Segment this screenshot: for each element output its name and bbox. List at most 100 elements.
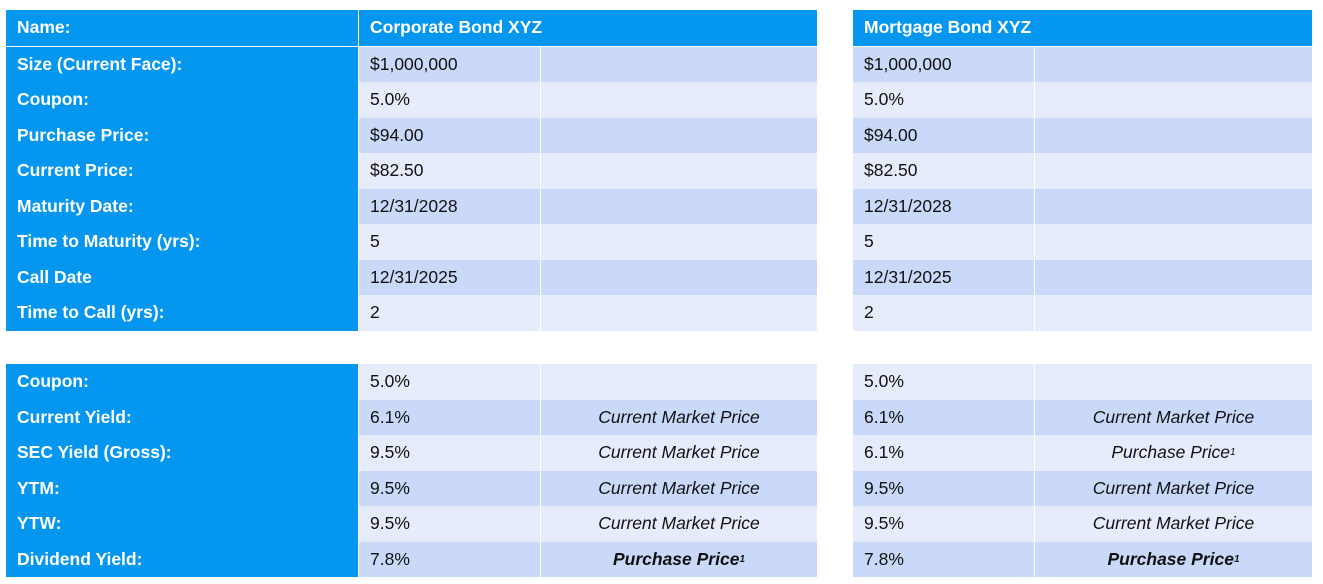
mortgage-empty-cell	[1035, 224, 1312, 260]
mortgage-details-table: Mortgage Bond XYZ $1,000,000 5.0% $94.00…	[853, 10, 1312, 331]
table-row: Size (Current Face): $1,000,000	[6, 45, 817, 82]
row-label: YTW:	[6, 506, 358, 542]
table-row: 6.1% Current Market Price	[853, 399, 1312, 435]
row-label: Current Price:	[6, 153, 358, 189]
table-row: Maturity Date: 12/31/2028	[6, 188, 817, 224]
mortgage-bond-title: Mortgage Bond XYZ	[853, 10, 1312, 46]
footnote-marker: 1	[1230, 447, 1236, 459]
table-row: $82.50	[853, 153, 1312, 189]
mortgage-value: $82.50	[853, 153, 1034, 189]
table-header-row: Name: Corporate Bond XYZ	[6, 10, 817, 46]
corporate-empty-cell	[541, 259, 817, 295]
corporate-value: 5.0%	[359, 82, 540, 118]
corporate-empty-cell	[541, 46, 817, 82]
mortgage-basis: Purchase Price 1	[1035, 541, 1312, 577]
table-row: Call Date 12/31/2025	[6, 259, 817, 295]
table-row: SEC Yield (Gross): 9.5% Current Market P…	[6, 435, 817, 471]
basis-text: Purchase Price	[1107, 548, 1234, 569]
corporate-value: $1,000,000	[359, 46, 540, 82]
basis-text: Purchase Price	[612, 548, 740, 569]
corporate-basis	[541, 364, 817, 400]
table-row: Coupon: 5.0%	[6, 364, 817, 400]
table-row: 7.8% Purchase Price 1	[853, 541, 1312, 577]
corporate-value: $94.00	[359, 117, 540, 153]
corporate-basis: Current Market Price	[541, 506, 817, 542]
row-label: Maturity Date:	[6, 188, 358, 224]
mortgage-value: $1,000,000	[853, 46, 1034, 82]
mortgage-empty-cell	[1035, 188, 1312, 224]
mortgage-basis: Purchase Price 1	[1035, 435, 1312, 471]
mortgage-yield: 6.1%	[853, 435, 1034, 471]
mortgage-value: 2	[853, 295, 1034, 331]
corporate-yield: 9.5%	[359, 470, 540, 506]
row-label: Time to Call (yrs):	[6, 295, 358, 331]
corporate-yield: 5.0%	[359, 364, 540, 400]
mortgage-empty-cell	[1035, 153, 1312, 189]
mortgage-basis: Current Market Price	[1035, 470, 1312, 506]
corporate-value: $82.50	[359, 153, 540, 189]
row-label: Coupon:	[6, 82, 358, 118]
corporate-empty-cell	[541, 188, 817, 224]
row-label: YTM:	[6, 470, 358, 506]
mortgage-basis	[1035, 364, 1312, 400]
basis-text: Purchase Price	[1111, 442, 1231, 463]
table-row: 5	[853, 224, 1312, 260]
table-row: Coupon: 5.0%	[6, 82, 817, 118]
corporate-empty-cell	[541, 295, 817, 331]
corporate-basis: Current Market Price	[541, 399, 817, 435]
mortgage-yield: 5.0%	[853, 364, 1034, 400]
row-label: Coupon:	[6, 364, 358, 400]
mortgage-basis: Current Market Price	[1035, 506, 1312, 542]
mortgage-yield: 9.5%	[853, 470, 1034, 506]
mortgage-empty-cell	[1035, 295, 1312, 331]
corporate-value: 2	[359, 295, 540, 331]
name-label: Name:	[6, 10, 358, 46]
table-row: $94.00	[853, 117, 1312, 153]
row-label: Dividend Yield:	[6, 541, 358, 577]
corporate-bond-title: Corporate Bond XYZ	[359, 10, 817, 46]
mortgage-empty-cell	[1035, 259, 1312, 295]
corporate-value: 12/31/2025	[359, 259, 540, 295]
table-row: Current Price: $82.50	[6, 153, 817, 189]
corporate-basis: Current Market Price	[541, 435, 817, 471]
mortgage-basis: Current Market Price	[1035, 399, 1312, 435]
mortgage-yield-table: 5.0% 6.1% Current Market Price 6.1% Purc…	[853, 364, 1312, 577]
row-label: Current Yield:	[6, 399, 358, 435]
corporate-yield: 9.5%	[359, 435, 540, 471]
table-row: 12/31/2025	[853, 259, 1312, 295]
table-row: 9.5% Current Market Price	[853, 470, 1312, 506]
corporate-value: 5	[359, 224, 540, 260]
table-row: $1,000,000	[853, 45, 1312, 82]
mortgage-value: 12/31/2025	[853, 259, 1034, 295]
mortgage-value: $94.00	[853, 117, 1034, 153]
mortgage-value: 12/31/2028	[853, 188, 1034, 224]
corporate-basis: Purchase Price 1	[541, 541, 817, 577]
table-row: Time to Call (yrs): 2	[6, 295, 817, 331]
row-label: SEC Yield (Gross):	[6, 435, 358, 471]
table-row: 9.5% Current Market Price	[853, 506, 1312, 542]
corporate-empty-cell	[541, 224, 817, 260]
footnote-marker: 1	[1233, 553, 1240, 565]
mortgage-yield: 6.1%	[853, 399, 1034, 435]
corporate-yield: 9.5%	[359, 506, 540, 542]
table-row: Time to Maturity (yrs): 5	[6, 224, 817, 260]
row-label: Size (Current Face):	[6, 46, 358, 82]
table-row: 6.1% Purchase Price 1	[853, 435, 1312, 471]
table-header-row: Mortgage Bond XYZ	[853, 10, 1312, 46]
mortgage-empty-cell	[1035, 82, 1312, 118]
table-row: 5.0%	[853, 364, 1312, 400]
mortgage-yield: 9.5%	[853, 506, 1034, 542]
mortgage-yield: 7.8%	[853, 541, 1034, 577]
corporate-empty-cell	[541, 82, 817, 118]
table-row: Dividend Yield: 7.8% Purchase Price 1	[6, 541, 817, 577]
mortgage-empty-cell	[1035, 117, 1312, 153]
table-row: 2	[853, 295, 1312, 331]
corporate-yield: 7.8%	[359, 541, 540, 577]
row-label: Purchase Price:	[6, 117, 358, 153]
row-label: Call Date	[6, 259, 358, 295]
mortgage-value: 5.0%	[853, 82, 1034, 118]
table-row: Current Yield: 6.1% Current Market Price	[6, 399, 817, 435]
table-row: YTW: 9.5% Current Market Price	[6, 506, 817, 542]
yield-table: Coupon: 5.0% Current Yield: 6.1% Current…	[6, 364, 817, 577]
mortgage-empty-cell	[1035, 46, 1312, 82]
